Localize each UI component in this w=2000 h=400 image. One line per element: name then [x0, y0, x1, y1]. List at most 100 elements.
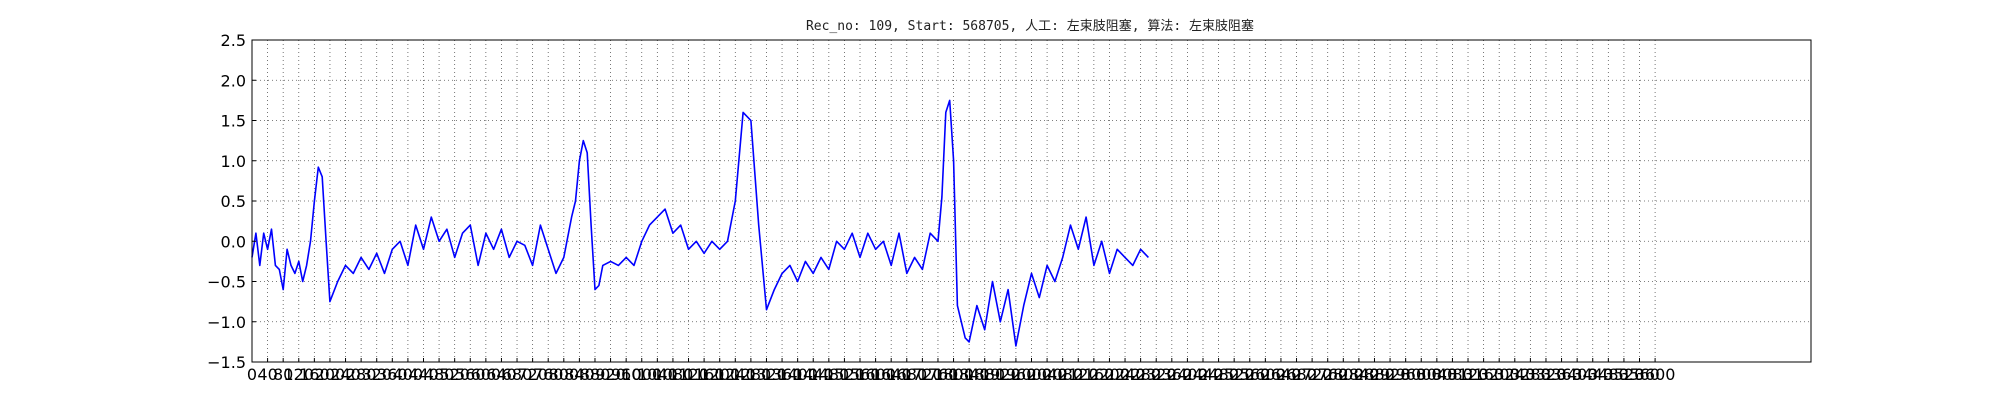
- x-tick-label: 1640: [871, 365, 912, 384]
- x-tick-label: 1320: [746, 365, 787, 384]
- x-tick-label: 3600: [1635, 365, 1676, 384]
- x-tick-label: 2040: [1027, 365, 1068, 384]
- x-tick-label: 760: [533, 365, 564, 384]
- x-tick-label: 360: [377, 365, 408, 384]
- y-tick-label: 2.5: [221, 31, 246, 50]
- x-tick-label: 3440: [1572, 365, 1613, 384]
- y-tick-label: −0.5: [207, 273, 246, 292]
- x-tick-label: 440: [408, 365, 439, 384]
- x-tick-label: 240: [330, 365, 361, 384]
- x-tick-label: 2320: [1136, 365, 1177, 384]
- x-tick-label: 320: [361, 365, 392, 384]
- x-tick-label: 1120: [668, 365, 709, 384]
- x-tick-label: 2400: [1167, 365, 1208, 384]
- x-tick-label: 40: [257, 365, 277, 384]
- x-tick-label: 2760: [1307, 365, 1348, 384]
- x-tick-label: 1560: [840, 365, 881, 384]
- x-tick-label: 1720: [902, 365, 943, 384]
- x-tick-label: 3480: [1588, 365, 1629, 384]
- x-tick-label: 680: [502, 365, 533, 384]
- x-tick-label: 2160: [1074, 365, 1115, 384]
- x-tick-label: 1040: [637, 365, 678, 384]
- x-tick-label: 840: [564, 365, 595, 384]
- x-tick-label: 880: [580, 365, 611, 384]
- x-tick-label: 2800: [1323, 365, 1364, 384]
- y-tick-label: −1.5: [207, 353, 246, 372]
- x-tick-label: 1680: [886, 365, 927, 384]
- x-tick-label: 2560: [1229, 365, 1270, 384]
- chart-title: Rec_no: 109, Start: 568705, 人工: 左束肢阻塞, 算…: [806, 18, 1254, 34]
- x-tick-label: 1200: [699, 365, 740, 384]
- x-tick-label: 1840: [949, 365, 990, 384]
- x-tick-label: 80: [273, 365, 293, 384]
- x-tick-label: 1160: [684, 365, 725, 384]
- x-tick-label: 3200: [1479, 365, 1520, 384]
- x-tick-label: 1880: [964, 365, 1005, 384]
- x-tick-label: 1080: [653, 365, 694, 384]
- x-tick-label: 2240: [1105, 365, 1146, 384]
- x-tick-label: 3000: [1401, 365, 1442, 384]
- x-tick-label: 1440: [793, 365, 834, 384]
- x-tick-label: 2360: [1151, 365, 1192, 384]
- x-tick-label: 2080: [1042, 365, 1083, 384]
- x-tick-label: 1480: [808, 365, 849, 384]
- x-tick-label: 2120: [1058, 365, 1099, 384]
- grid: [251, 39, 1811, 363]
- x-tick-label: 3240: [1494, 365, 1535, 384]
- x-tick-label: 560: [455, 365, 486, 384]
- x-tick-label: 160: [299, 365, 330, 384]
- series-layer: [251, 99, 1149, 347]
- x-tick-label: 0: [247, 365, 257, 384]
- x-tick-label: 2960: [1385, 365, 1426, 384]
- x-tick-label: 3080: [1432, 365, 1473, 384]
- x-tick-label: 720: [517, 365, 548, 384]
- x-tick-label: 3040: [1416, 365, 1457, 384]
- x-tick-label: 1400: [777, 365, 818, 384]
- x-tick-label: 3360: [1541, 365, 1582, 384]
- x-tick-label: 640: [486, 365, 517, 384]
- x-tick-label: 3320: [1526, 365, 1567, 384]
- x-tick-label: 1920: [980, 365, 1021, 384]
- x-tick-label: 800: [549, 365, 580, 384]
- plot-frame: [251, 39, 1812, 363]
- series-line-0: [251, 99, 1149, 347]
- x-tick-label: 2520: [1214, 365, 1255, 384]
- x-tick-label: 1240: [715, 365, 756, 384]
- x-tick-label: 2480: [1198, 365, 1239, 384]
- x-tick-label: 3400: [1557, 365, 1598, 384]
- x-tick-label: 600: [471, 365, 502, 384]
- y-tick-label: 1.5: [221, 112, 246, 131]
- x-tick-label: 480: [424, 365, 455, 384]
- x-tick-label: 1800: [933, 365, 974, 384]
- y-tick-label: 0.0: [221, 232, 246, 251]
- x-tick-label: 1280: [731, 365, 772, 384]
- x-tick-label: 2720: [1292, 365, 1333, 384]
- y-tick-label: 2.0: [221, 71, 246, 90]
- x-tick-label: 2600: [1245, 365, 1286, 384]
- x-tick-label: 1520: [824, 365, 865, 384]
- x-tick-label: 1600: [855, 365, 896, 384]
- x-tick-label: 3120: [1448, 365, 1489, 384]
- x-tick-label: 1000: [621, 365, 662, 384]
- x-tick-label: 280: [346, 365, 377, 384]
- x-tick-label: 2200: [1089, 365, 1130, 384]
- x-tick-label: 3520: [1604, 365, 1645, 384]
- x-tick-label: 920: [595, 365, 626, 384]
- x-tick-label: 3560: [1619, 365, 1660, 384]
- y-tick-label: −1.0: [207, 313, 246, 332]
- x-tick-label: 2840: [1339, 365, 1380, 384]
- x-tick-label: 2280: [1120, 365, 1161, 384]
- x-tick-label: 520: [439, 365, 470, 384]
- y-tick-label: 1.0: [221, 152, 246, 171]
- x-tick-label: 3280: [1510, 365, 1551, 384]
- axes: 0 408012016020024028032036040044048052056…: [207, 31, 1675, 384]
- x-tick-label: 1360: [762, 365, 803, 384]
- x-tick-label: 2440: [1183, 365, 1224, 384]
- x-tick-label: 2640: [1261, 365, 1302, 384]
- x-tick-label: 960: [611, 365, 642, 384]
- x-tick-label: 200: [315, 365, 346, 384]
- x-tick-label: 120: [283, 365, 314, 384]
- x-tick-label: 2000: [1011, 365, 1052, 384]
- x-tick-label: 2680: [1276, 365, 1317, 384]
